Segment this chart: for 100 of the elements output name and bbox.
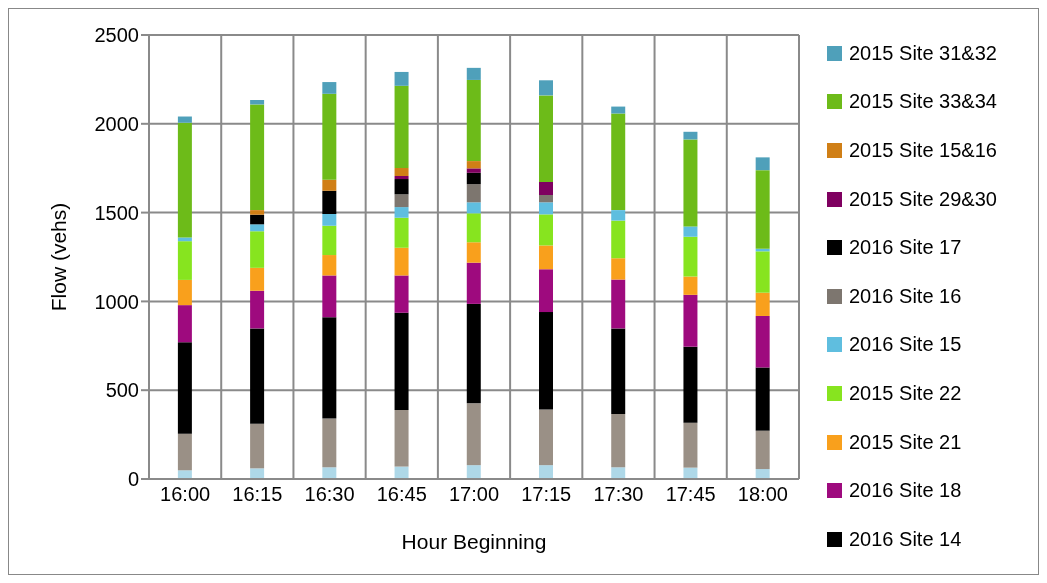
legend-label: 2016 Site 15 — [849, 333, 962, 357]
bar — [177, 237, 192, 242]
bar — [394, 247, 409, 276]
x-tick-label: 16:15 — [232, 483, 283, 506]
y-axis-title: Flow (vehs) — [47, 202, 71, 312]
bar — [539, 269, 553, 313]
x-tick-label: 18:00 — [737, 483, 788, 506]
legend-label: 2015 Site 15&16 — [849, 138, 997, 162]
bar — [755, 170, 770, 249]
bar — [539, 80, 553, 96]
bar — [755, 469, 770, 479]
bar — [539, 312, 553, 410]
bar — [683, 226, 698, 237]
bar — [394, 275, 409, 313]
bar — [683, 294, 698, 347]
legend-label: 2016 Site 14 — [849, 527, 962, 551]
bar — [322, 255, 337, 276]
bar — [177, 433, 192, 471]
bar — [177, 470, 192, 479]
x-tick-label: 17:00 — [448, 483, 500, 506]
bar — [755, 367, 770, 431]
bar — [177, 342, 192, 434]
bar — [250, 423, 265, 469]
bar — [250, 468, 265, 479]
bar — [394, 168, 409, 177]
legend-label: 2015 Site 29&30 — [849, 187, 997, 211]
bar — [683, 139, 698, 227]
bar — [466, 213, 481, 243]
bar — [177, 279, 192, 306]
legend-label: 2015 Site 33&34 — [849, 90, 997, 114]
bar — [394, 176, 409, 180]
bar — [755, 157, 770, 171]
bar — [250, 210, 265, 215]
bar — [755, 251, 770, 293]
bar — [322, 467, 337, 479]
bar — [250, 267, 265, 291]
bar — [683, 131, 698, 140]
bar — [322, 214, 337, 226]
bar — [611, 414, 626, 468]
bar — [250, 231, 265, 268]
legend-label: 2015 Site 31&32 — [849, 41, 997, 65]
legend-label: 2015 Site 21 — [849, 430, 962, 454]
bar — [250, 328, 265, 424]
y-tick-label: 500 — [105, 379, 139, 402]
bar — [177, 116, 192, 123]
bar — [250, 104, 265, 211]
bar — [683, 236, 698, 277]
bar — [466, 403, 481, 466]
y-tick-label: 1000 — [94, 290, 139, 313]
x-tick-label: 16:00 — [160, 483, 211, 506]
bar — [611, 220, 626, 259]
bar — [539, 202, 553, 215]
x-tick-label: 17:15 — [521, 483, 572, 506]
y-tick-label: 2000 — [94, 112, 139, 135]
bar — [394, 217, 409, 248]
bar — [466, 262, 481, 304]
bar — [466, 303, 481, 404]
bar — [466, 67, 481, 80]
x-tick-label: 17:45 — [665, 483, 716, 506]
bar — [250, 290, 265, 329]
y-tick-label: 1500 — [94, 201, 139, 224]
bar — [539, 245, 553, 270]
bar — [539, 409, 553, 466]
bar — [539, 181, 553, 196]
bar — [466, 79, 481, 162]
bar — [683, 346, 698, 423]
bar — [683, 276, 698, 295]
bar — [539, 465, 553, 479]
bar — [539, 195, 553, 203]
bar — [539, 95, 553, 182]
bar — [394, 71, 409, 86]
bar — [466, 161, 481, 169]
bar — [322, 225, 337, 256]
bar — [177, 241, 192, 280]
bar — [394, 179, 409, 195]
bar — [611, 113, 626, 211]
bar — [611, 467, 626, 479]
bar — [466, 172, 481, 185]
x-tick-label: 17:30 — [593, 483, 644, 506]
bar — [250, 100, 265, 105]
bar — [322, 418, 337, 468]
legend-label: 2016 Site 16 — [849, 284, 962, 308]
bar — [394, 312, 409, 410]
bar — [466, 202, 481, 214]
bar — [322, 275, 337, 318]
y-tick-label: 2500 — [94, 24, 139, 47]
bar — [322, 190, 337, 215]
y-tick-label: 0 — [127, 468, 139, 491]
bar — [755, 315, 770, 368]
bar — [683, 422, 698, 468]
bar — [250, 214, 265, 225]
bar — [177, 122, 192, 238]
bar — [466, 168, 481, 173]
x-tick-label: 16:30 — [304, 483, 355, 506]
bar — [611, 258, 626, 280]
bar — [177, 305, 192, 343]
x-axis-title: Hour Beginning — [401, 530, 547, 553]
bar — [466, 465, 481, 479]
bar — [611, 328, 626, 414]
bar — [539, 214, 553, 246]
